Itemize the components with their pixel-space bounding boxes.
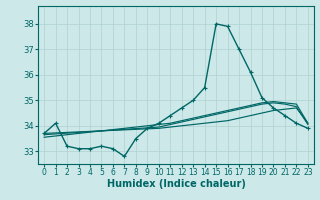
X-axis label: Humidex (Indice chaleur): Humidex (Indice chaleur) — [107, 179, 245, 189]
